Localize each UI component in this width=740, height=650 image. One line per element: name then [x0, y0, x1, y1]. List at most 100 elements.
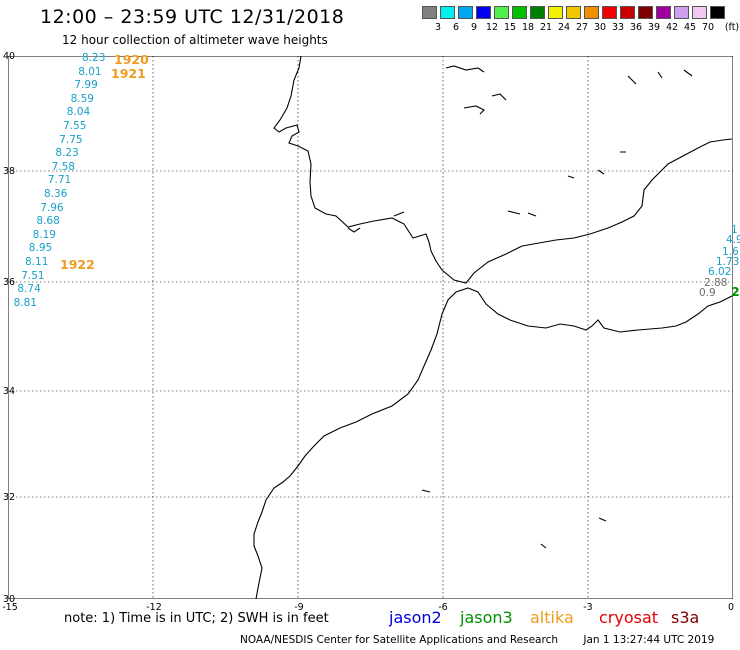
swh-value: 7.51 [21, 269, 45, 282]
scale-label: 42 [665, 22, 679, 33]
y-tick-32: 32 [3, 492, 16, 503]
legend-altika: altika [530, 608, 574, 627]
x-tick-minus12: -12 [146, 602, 162, 613]
scale-label: 70 [701, 22, 715, 33]
swh-value: 8.04 [66, 106, 91, 119]
scale-label: 36 [629, 22, 643, 33]
swh-value: 7.58 [51, 160, 75, 173]
scale-label: 30 [593, 22, 607, 33]
x-tick-minus9: -9 [294, 602, 304, 613]
x-tick-minus15: -15 [2, 602, 18, 613]
x-tick-0: 0 [727, 602, 735, 613]
scale-swatch [476, 6, 491, 19]
time-label-1922: 1922 [60, 257, 95, 272]
coast-island-9 [347, 227, 361, 233]
scale-swatch [710, 6, 725, 19]
coast-island-1 [445, 65, 485, 73]
graticule [8, 56, 733, 599]
y-tick-34: 34 [3, 386, 16, 397]
swh-value-edge: 6.02 [708, 266, 732, 278]
scale-swatch [548, 6, 563, 19]
legend-cryosat: cryosat [599, 608, 659, 627]
swh-value: 8.81 [13, 296, 37, 309]
scale-swatch [620, 6, 635, 19]
coast-island-4 [507, 210, 537, 217]
scale-label: 9 [470, 22, 478, 33]
swh-value-edge: 0.9 [699, 287, 716, 299]
scale-swatch [440, 6, 455, 19]
swh-value-edge: 1.6 [722, 246, 739, 258]
scale-unit: (ft) [724, 22, 740, 33]
scale-swatch [638, 6, 653, 19]
swh-value: 7.99 [74, 79, 98, 92]
footer-timestamp: Jan 1 13:27:44 UTC 2019 [583, 634, 715, 646]
scale-label: 39 [647, 22, 661, 33]
swh-value-edge: 2.88 [704, 277, 728, 289]
swh-value-edge: 1.73 [716, 256, 740, 268]
scale-swatch [494, 6, 509, 19]
map-frame [8, 56, 733, 599]
footer-credit: NOAA/NESDIS Center for Satellite Applica… [240, 634, 558, 646]
scale-label: 18 [521, 22, 535, 33]
swh-value: 7.71 [47, 174, 72, 187]
time-label-1920: 1920 [114, 52, 149, 67]
coast-island-5 [393, 211, 405, 217]
legend-s3a: s3a [671, 608, 700, 627]
coast-island-8 [421, 489, 607, 549]
scale-swatch [512, 6, 527, 19]
chart-title: 12:00 – 23:59 UTC 12/31/2018 [40, 6, 345, 28]
scale-label: 6 [452, 22, 460, 33]
scale-label: 15 [503, 22, 517, 33]
scale-swatch [602, 6, 617, 19]
swh-value: 7.55 [63, 120, 87, 132]
scale-label: 33 [611, 22, 625, 33]
coast-island-3 [491, 93, 507, 101]
scale-swatch [530, 6, 545, 19]
scale-swatch [584, 6, 599, 19]
altimeter-map [8, 56, 733, 599]
y-tick-30: 30 [3, 594, 16, 605]
swh-value: 8.36 [44, 188, 68, 200]
coastline [253, 56, 733, 599]
scale-label: 45 [683, 22, 697, 33]
swh-value-edge: 4.9 [726, 234, 740, 246]
swh-value-edge: 1 [731, 224, 738, 236]
swh-value: 8.19 [32, 228, 56, 241]
swh-value: 8.01 [78, 65, 102, 78]
x-tick-minus6: -6 [438, 602, 448, 613]
scale-swatch [692, 6, 707, 19]
scale-label: 27 [575, 22, 589, 33]
swh-value: 7.96 [40, 201, 64, 214]
note-text: note: 1) Time is in UTC; 2) SWH is in fe… [64, 611, 329, 626]
coast-island-2 [463, 105, 485, 115]
footer: NOAA/NESDIS Center for Satellite Applica… [240, 634, 736, 646]
scale-swatch [656, 6, 671, 19]
coast-island-7 [627, 69, 693, 85]
legend-jason2: jason2 [389, 608, 442, 627]
time-label-1921: 1921 [111, 66, 146, 81]
edge-marker: 2 [731, 284, 740, 299]
x-tick-minus3: -3 [583, 602, 593, 613]
swh-value: 7.75 [59, 133, 83, 146]
coast-island-6 [567, 151, 626, 179]
scale-swatch [458, 6, 473, 19]
coast-iberia [273, 56, 733, 284]
chart-subtitle: 12 hour collection of altimeter wave hei… [62, 33, 328, 47]
scale-label: 12 [485, 22, 499, 33]
scale-label: 21 [539, 22, 553, 33]
scale-swatch [674, 6, 689, 19]
legend-jason3: jason3 [460, 608, 513, 627]
y-tick-40: 40 [3, 51, 16, 62]
y-tick-36: 36 [3, 277, 16, 288]
coast-africa [253, 287, 733, 599]
scale-label: 24 [557, 22, 571, 33]
swh-value: 8.59 [70, 92, 94, 105]
swh-value: 8.74 [17, 283, 41, 296]
swh-value: 8.23 [55, 147, 79, 160]
scale-label: 3 [434, 22, 442, 33]
scale-swatch [566, 6, 581, 19]
swh-value: 8.23 [82, 52, 106, 64]
swh-value: 8.68 [36, 215, 60, 228]
y-tick-38: 38 [3, 166, 16, 177]
scale-swatch [422, 6, 437, 19]
